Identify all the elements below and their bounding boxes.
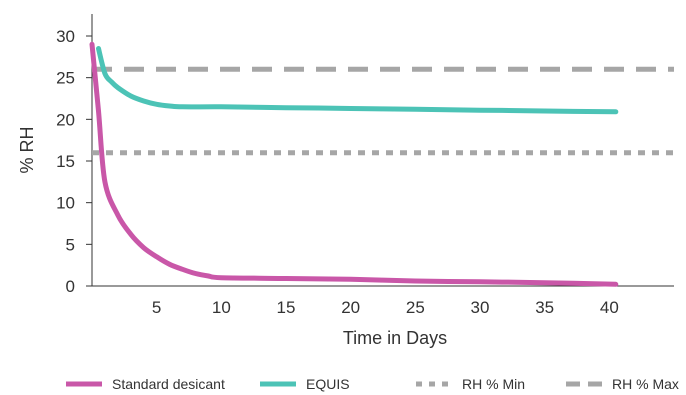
y-tick-labels: 0 5 10 15 20 25 30 [56, 27, 92, 296]
x-tick-label: 30 [471, 298, 490, 317]
series-line-0 [89, 41, 619, 287]
y-tick-label: 15 [56, 152, 75, 171]
legend-label-3: RH % Max [612, 376, 679, 392]
y-tick-label: 10 [56, 194, 75, 213]
x-tick-label: 10 [212, 298, 231, 317]
x-tick-label: 40 [600, 298, 619, 317]
y-tick-label: 20 [56, 110, 75, 129]
legend-label-1: EQUIS [306, 376, 350, 392]
x-tick-labels: 5 10 15 20 25 30 35 40 [152, 298, 619, 317]
y-tick-label: 25 [56, 69, 75, 88]
x-tick-label: 15 [277, 298, 296, 317]
x-axis-title: Time in Days [343, 328, 447, 348]
legend-label-0: Standard desicant [112, 376, 225, 392]
y-tick-label: 0 [66, 277, 75, 296]
legend-label-2: RH % Min [462, 376, 525, 392]
y-tick-label: 30 [56, 27, 75, 46]
legend: Standard desicant EQUIS RH % Min RH % Max [66, 376, 679, 392]
x-tick-label: 35 [535, 298, 554, 317]
y-axis-title: % RH [17, 126, 37, 173]
y-tick-label: 5 [66, 235, 75, 254]
x-tick-label: 5 [152, 298, 161, 317]
series-line-1 [96, 46, 619, 115]
series-layer [89, 41, 674, 287]
x-tick-label: 20 [341, 298, 360, 317]
x-tick-label: 25 [406, 298, 425, 317]
